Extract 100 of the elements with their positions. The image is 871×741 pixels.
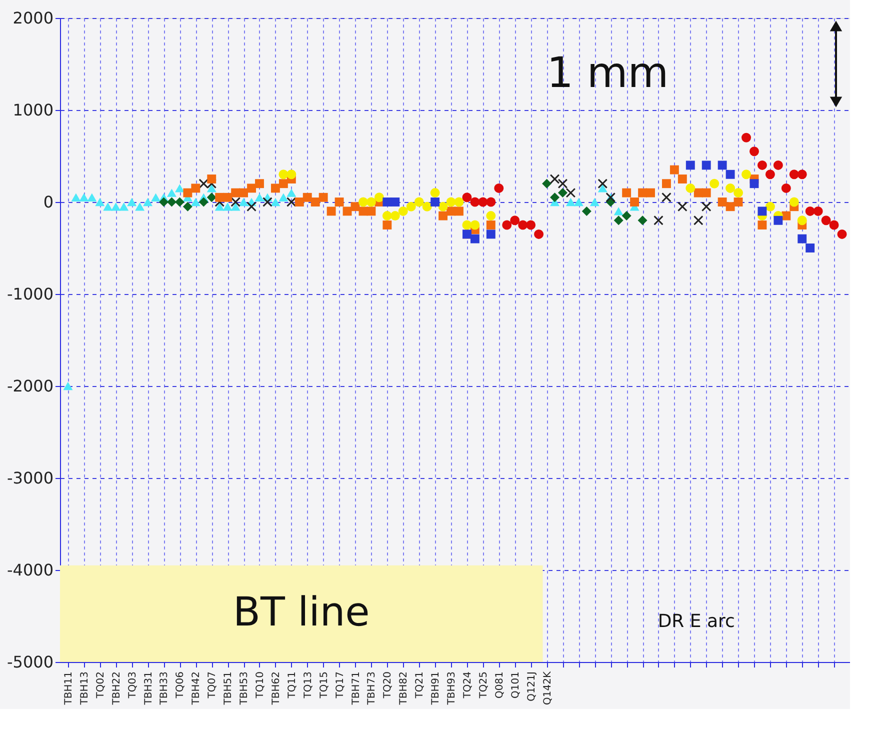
point	[222, 202, 232, 211]
point	[662, 192, 672, 202]
point	[670, 165, 679, 174]
point	[430, 198, 440, 206]
point	[318, 192, 328, 202]
point	[239, 188, 248, 198]
point	[382, 211, 392, 221]
point	[742, 170, 752, 180]
point	[758, 206, 767, 216]
point	[158, 197, 168, 207]
x-tick-label: Q142K	[542, 671, 554, 706]
point	[79, 193, 89, 202]
x-tick-label: TBH93	[446, 672, 458, 706]
x-tick-label: TBH62	[270, 672, 282, 706]
point	[454, 197, 464, 207]
point	[230, 202, 240, 211]
point	[135, 202, 145, 211]
point	[758, 220, 767, 230]
point	[678, 174, 687, 184]
point	[654, 215, 664, 226]
point	[821, 216, 831, 226]
x-tick-label: TQ06	[175, 672, 186, 700]
band-label: BT line	[233, 590, 370, 636]
point	[103, 202, 113, 211]
point	[798, 234, 807, 244]
point	[406, 202, 416, 212]
x-tick-label: TBH71	[350, 672, 362, 706]
point	[478, 197, 488, 207]
point	[750, 179, 759, 188]
point	[718, 198, 727, 206]
point	[470, 234, 480, 244]
point	[71, 193, 81, 202]
point	[143, 198, 153, 206]
point	[750, 146, 759, 156]
x-tick-label: TQ07	[207, 672, 218, 700]
x-tick-label: TBH11	[63, 672, 74, 706]
point	[662, 179, 671, 188]
point	[166, 197, 176, 207]
point	[310, 198, 320, 206]
annotation: DR E arc	[658, 611, 735, 632]
point	[765, 170, 775, 180]
point	[366, 197, 376, 207]
x-tick-label: TBH53	[239, 672, 250, 706]
point	[757, 160, 767, 170]
point	[63, 382, 73, 390]
point	[614, 216, 624, 226]
point	[710, 178, 720, 188]
point	[87, 193, 97, 202]
x-tick-label: TQ13	[302, 672, 314, 700]
point	[414, 197, 424, 207]
point	[718, 160, 727, 170]
point	[558, 188, 568, 198]
x-tick-label: TQ25	[478, 672, 490, 700]
point	[726, 170, 735, 179]
point	[558, 178, 568, 189]
x-tick-label: TQ17	[334, 672, 346, 700]
point	[342, 206, 352, 216]
point	[246, 202, 256, 212]
point	[502, 220, 512, 230]
point	[278, 193, 288, 202]
point	[438, 211, 448, 220]
point	[223, 192, 232, 202]
point	[374, 192, 384, 202]
point	[518, 220, 528, 230]
point	[566, 198, 576, 206]
x-tick-label: TQ15	[318, 672, 330, 700]
point	[254, 193, 264, 202]
point	[638, 216, 648, 226]
x-tick-label: Q101	[510, 672, 522, 698]
point	[191, 184, 200, 193]
point	[534, 229, 544, 239]
point	[782, 211, 791, 220]
point	[294, 198, 304, 206]
x-tick-label: TQ24	[462, 672, 474, 700]
point	[797, 216, 807, 226]
point	[646, 188, 655, 198]
point	[278, 179, 288, 188]
point	[686, 160, 695, 170]
point	[829, 220, 839, 230]
point	[270, 184, 280, 193]
point	[734, 198, 743, 206]
point	[486, 230, 496, 239]
x-tick-label: TQ10	[254, 672, 266, 700]
point	[582, 206, 592, 216]
point	[470, 220, 480, 230]
point	[334, 198, 344, 206]
point	[781, 183, 791, 193]
point	[765, 202, 775, 212]
point	[127, 198, 137, 206]
annotation: 1 mm	[546, 48, 669, 97]
point	[542, 178, 552, 188]
x-tick-label: TBH82	[398, 672, 410, 706]
point	[734, 188, 744, 198]
point	[486, 220, 496, 230]
point	[270, 198, 280, 206]
point	[111, 202, 121, 211]
point	[494, 183, 504, 193]
x-tick-label: TBH13	[79, 672, 90, 706]
point	[566, 188, 576, 198]
point	[598, 178, 608, 189]
